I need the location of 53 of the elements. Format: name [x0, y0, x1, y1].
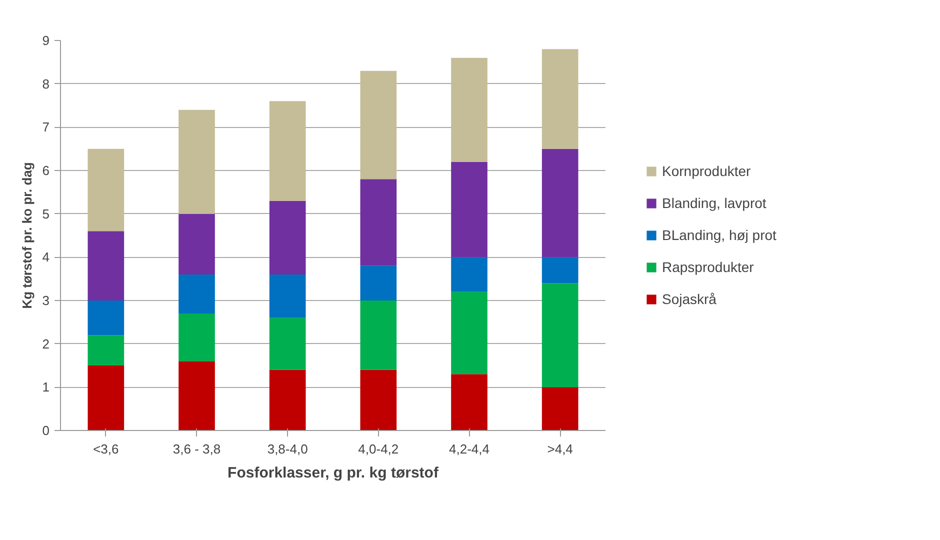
legend-label: Blanding, lavprot	[662, 195, 766, 211]
bar	[542, 387, 578, 430]
x-axis-title: Fosforklasser, g pr. kg tørstof	[228, 464, 440, 482]
bar	[178, 361, 215, 430]
x-tick-label: <3,6	[93, 442, 119, 456]
y-tick-label: 1	[42, 380, 50, 395]
x-tick-label: 3,8-4,0	[267, 442, 308, 456]
y-tick-label: 3	[42, 293, 50, 308]
bar	[269, 370, 306, 430]
bar	[360, 370, 397, 430]
bar	[88, 335, 124, 366]
legend-label: Rapsprodukter	[662, 259, 754, 275]
x-tick-label: 4,2-4,4	[449, 442, 490, 456]
bar	[178, 110, 215, 214]
bar	[88, 300, 124, 336]
y-tick-label: 6	[42, 163, 50, 178]
x-tick-label: 3,6 - 3,8	[172, 442, 221, 456]
bar	[451, 292, 488, 374]
bar	[360, 266, 397, 300]
bar	[178, 274, 215, 314]
bar	[542, 148, 578, 258]
bar	[451, 58, 488, 162]
y-tick-label: 9	[42, 33, 50, 48]
bar	[360, 70, 397, 180]
y-tick-label: 7	[42, 120, 50, 135]
bar	[88, 366, 124, 430]
x-tick-label: >4,4	[547, 442, 573, 456]
bar	[178, 214, 215, 274]
bar	[269, 101, 306, 201]
bar	[269, 274, 306, 318]
y-axis-title: Kg tørstof pr. ko pr. dag	[19, 162, 34, 309]
bar	[451, 374, 488, 430]
bar	[360, 179, 397, 266]
y-tick-label: 8	[42, 76, 50, 92]
y-tick-label: 4	[42, 250, 50, 265]
bar	[269, 318, 306, 370]
y-tick-label: 5	[42, 206, 50, 222]
legend-label: BLanding, høj prot	[662, 227, 776, 243]
bar	[88, 148, 124, 232]
bar	[542, 257, 578, 284]
bar	[88, 231, 124, 300]
y-tick-label: 0	[42, 423, 50, 438]
bar	[269, 200, 306, 274]
bar	[360, 300, 397, 370]
bar	[451, 257, 488, 292]
bar	[451, 162, 488, 258]
legend-label: Kornprodukter	[662, 163, 751, 179]
y-tick-label: 2	[42, 336, 50, 352]
bar	[542, 49, 578, 149]
legend-label: Sojaskrå	[662, 291, 716, 307]
bar	[542, 283, 578, 388]
x-tick-label: 4,0-4,2	[358, 442, 399, 456]
bar	[178, 314, 215, 362]
